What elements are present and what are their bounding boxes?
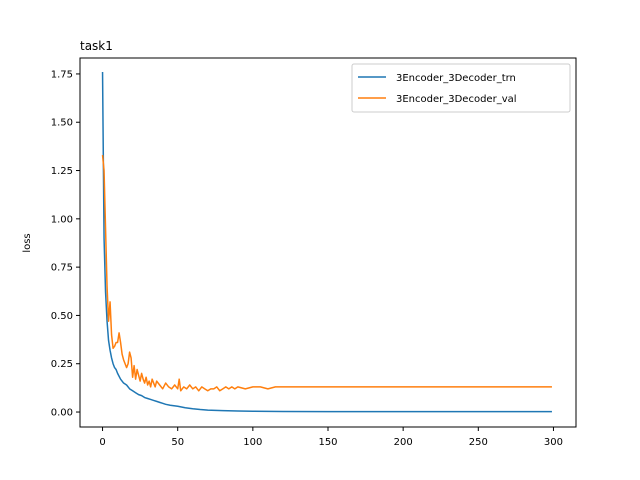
series-layer — [101, 72, 552, 413]
y-tick-label: 1.75 — [51, 69, 73, 80]
y-tick-label: 1.00 — [51, 214, 73, 225]
x-tick-label: 0 — [99, 437, 105, 448]
series-line-val — [101, 155, 552, 392]
y-tick-label: 1.50 — [51, 118, 73, 129]
plot-frame — [79, 57, 577, 428]
x-tick-label: 200 — [394, 437, 413, 448]
y-axis-label: loss — [22, 233, 33, 252]
chart-title: task1 — [80, 39, 113, 53]
x-tick-label: 300 — [544, 437, 563, 448]
y-tick-label: 1.25 — [51, 166, 73, 177]
y-tick-label: 0.50 — [51, 311, 73, 322]
legend-label: 3Encoder_3Decoder_val — [396, 94, 517, 105]
y-tick-label: 0.75 — [51, 263, 73, 274]
y-tick-label: 0.25 — [51, 359, 73, 370]
x-tick-label: 100 — [243, 437, 262, 448]
legend: 3Encoder_3Decoder_trn 3Encoder_3Decoder_v… — [351, 63, 571, 113]
y-axis-ticks: 0.00 0.25 0.50 0.75 1.00 1.25 1.50 1.75 — [51, 69, 80, 419]
y-tick-label: 0.00 — [51, 408, 73, 419]
x-tick-label: 250 — [469, 437, 488, 448]
legend-frame — [351, 63, 571, 113]
x-axis-ticks: 0 50 100 150 200 250 300 — [99, 427, 563, 448]
series-line-trn — [101, 72, 552, 413]
x-tick-label: 50 — [171, 437, 184, 448]
legend-label: 3Encoder_3Decoder_trn — [396, 73, 516, 84]
x-tick-label: 150 — [318, 437, 337, 448]
